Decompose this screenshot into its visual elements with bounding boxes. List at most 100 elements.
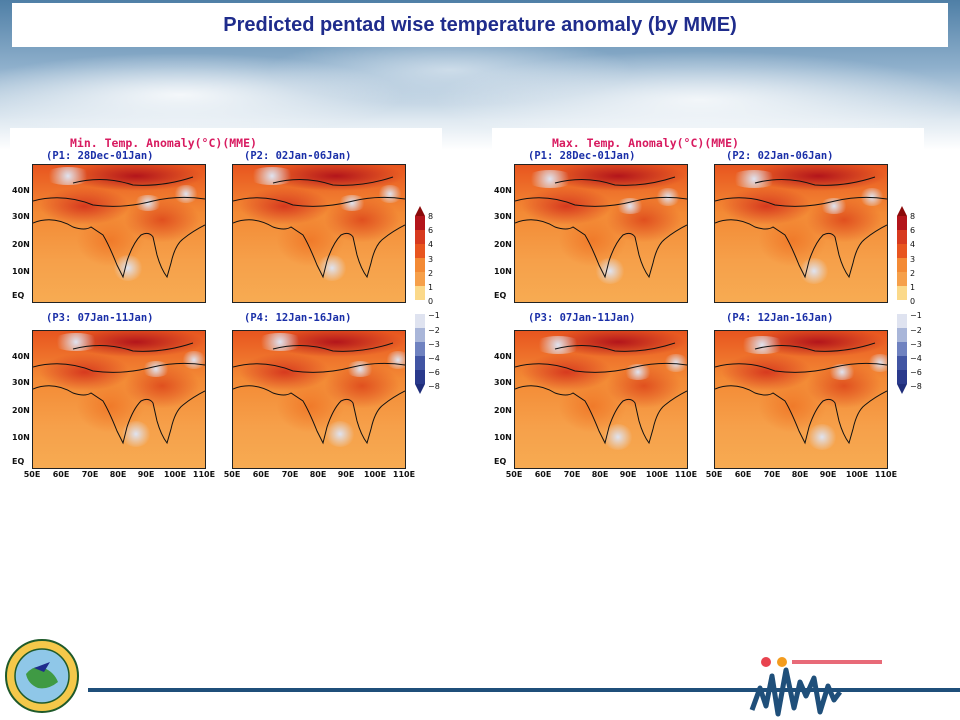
lat-tick: 40N bbox=[494, 186, 512, 195]
colorbar-label: −8 bbox=[428, 382, 440, 392]
colorbar-label: −6 bbox=[910, 368, 922, 378]
colorbar-segment bbox=[897, 286, 907, 300]
colorbar-segment bbox=[415, 258, 425, 272]
lon-tick: 50E bbox=[505, 470, 523, 479]
panel-label-p1: (P1: 28Dec-01Jan) bbox=[46, 150, 154, 162]
lat-tick: EQ bbox=[12, 291, 25, 300]
panel-label-p4: (P4: 12Jan-16Jan) bbox=[726, 312, 834, 324]
colorbar-segment bbox=[415, 300, 425, 314]
colorbar-segment bbox=[415, 216, 425, 230]
title-bar: Predicted pentad wise temperature anomal… bbox=[12, 3, 948, 47]
lat-tick: 40N bbox=[12, 352, 30, 361]
lat-tick: 30N bbox=[494, 378, 512, 387]
anomaly-map-p1 bbox=[32, 164, 206, 303]
anomaly-map-p4 bbox=[232, 330, 406, 469]
lat-tick: 30N bbox=[12, 212, 30, 221]
colorbar-segment bbox=[897, 300, 907, 314]
slide-title: Predicted pentad wise temperature anomal… bbox=[223, 13, 737, 36]
colorbar-segment bbox=[415, 286, 425, 300]
lon-tick: 100E bbox=[363, 470, 387, 479]
colorbar-segment bbox=[897, 272, 907, 286]
colorbar-segment bbox=[897, 342, 907, 356]
coastline-outline bbox=[233, 342, 405, 445]
brand-mark bbox=[749, 657, 882, 717]
figure-title: Min. Temp. Anomaly(°C)(MME) bbox=[70, 136, 257, 150]
colorbar-segment bbox=[897, 258, 907, 272]
lon-tick: 80E bbox=[309, 470, 327, 479]
colorbar-label: 8 bbox=[428, 212, 434, 221]
lat-tick: 20N bbox=[494, 240, 512, 249]
panel-label-p2: (P2: 02Jan-06Jan) bbox=[726, 150, 834, 162]
panel-label-p3: (P3: 07Jan-11Jan) bbox=[46, 312, 154, 324]
colorbar-label: 3 bbox=[910, 254, 916, 264]
colorbar-segment bbox=[415, 356, 425, 370]
colorbar-label: 1 bbox=[910, 283, 916, 292]
lat-tick: 30N bbox=[12, 378, 30, 387]
lon-tick: 90E bbox=[819, 470, 837, 479]
coastline-outline bbox=[233, 176, 405, 279]
colorbar-label: 0 bbox=[910, 297, 916, 307]
anomaly-map-p2 bbox=[232, 164, 406, 303]
anomaly-map-p3 bbox=[32, 330, 206, 469]
colorbar-segment bbox=[415, 370, 425, 384]
colorbar-label: −3 bbox=[428, 339, 440, 349]
colorbar-label: 8 bbox=[910, 212, 916, 221]
colorbar-label: 1 bbox=[428, 283, 434, 292]
lat-tick: 20N bbox=[494, 406, 512, 415]
coastline-outline bbox=[715, 176, 887, 279]
colorbar-segment bbox=[415, 328, 425, 342]
anomaly-map-p1 bbox=[514, 164, 688, 303]
colorbar-label: 2 bbox=[910, 268, 916, 278]
lat-tick: EQ bbox=[494, 291, 507, 300]
lon-tick: 60E bbox=[52, 470, 70, 479]
lon-tick: 110E bbox=[874, 470, 898, 479]
lon-tick: 60E bbox=[734, 470, 752, 479]
colorbar-bottom-arrow bbox=[415, 384, 425, 394]
lat-tick: 10N bbox=[12, 267, 30, 276]
lon-tick: 70E bbox=[281, 470, 299, 479]
lat-tick: 20N bbox=[12, 406, 30, 415]
coastline-outline bbox=[515, 342, 687, 445]
lon-tick: 80E bbox=[109, 470, 127, 479]
colorbar-label: −3 bbox=[910, 339, 922, 349]
colorbar-segment bbox=[415, 342, 425, 356]
min-temp-figure: Min. Temp. Anomaly(°C)(MME) (P1: 28Dec-01… bbox=[10, 128, 442, 490]
colorbar-label: 4 bbox=[910, 240, 916, 250]
lon-tick: 100E bbox=[645, 470, 669, 479]
lat-tick: 10N bbox=[12, 433, 30, 442]
colorbar-segment bbox=[897, 370, 907, 384]
anomaly-map-p3 bbox=[514, 330, 688, 469]
colorbar-segment bbox=[897, 328, 907, 342]
colorbar-label: −1 bbox=[428, 311, 440, 321]
lon-tick: 60E bbox=[534, 470, 552, 479]
colorbar-segment bbox=[897, 216, 907, 230]
colorbar bbox=[415, 206, 425, 402]
colorbar bbox=[897, 206, 907, 402]
colorbar-label: 4 bbox=[428, 240, 434, 250]
lat-tick: 10N bbox=[494, 433, 512, 442]
colorbar-segment bbox=[415, 230, 425, 244]
lon-tick: 110E bbox=[674, 470, 698, 479]
lon-tick: 90E bbox=[619, 470, 637, 479]
colorbar-label: −2 bbox=[910, 325, 922, 335]
lon-tick: 100E bbox=[845, 470, 869, 479]
lon-tick: 50E bbox=[223, 470, 241, 479]
coastline-outline bbox=[715, 342, 887, 445]
lat-tick: EQ bbox=[494, 457, 507, 466]
lat-tick: 20N bbox=[12, 240, 30, 249]
colorbar-label: −8 bbox=[910, 382, 922, 392]
imd-logo bbox=[5, 639, 79, 713]
lon-tick: 110E bbox=[392, 470, 416, 479]
lon-tick: 50E bbox=[705, 470, 723, 479]
lon-tick: 100E bbox=[163, 470, 187, 479]
panel-label-p1: (P1: 28Dec-01Jan) bbox=[528, 150, 636, 162]
lon-tick: 110E bbox=[192, 470, 216, 479]
max-temp-figure: Max. Temp. Anomaly(°C)(MME) (P1: 28Dec-01… bbox=[492, 128, 924, 490]
colorbar-label: 6 bbox=[910, 226, 916, 236]
colorbar-segment bbox=[897, 356, 907, 370]
colorbar-label: −1 bbox=[910, 311, 922, 321]
coastline-outline bbox=[33, 342, 205, 445]
lon-tick: 90E bbox=[337, 470, 355, 479]
colorbar-label: −6 bbox=[428, 368, 440, 378]
colorbar-segment bbox=[415, 244, 425, 258]
